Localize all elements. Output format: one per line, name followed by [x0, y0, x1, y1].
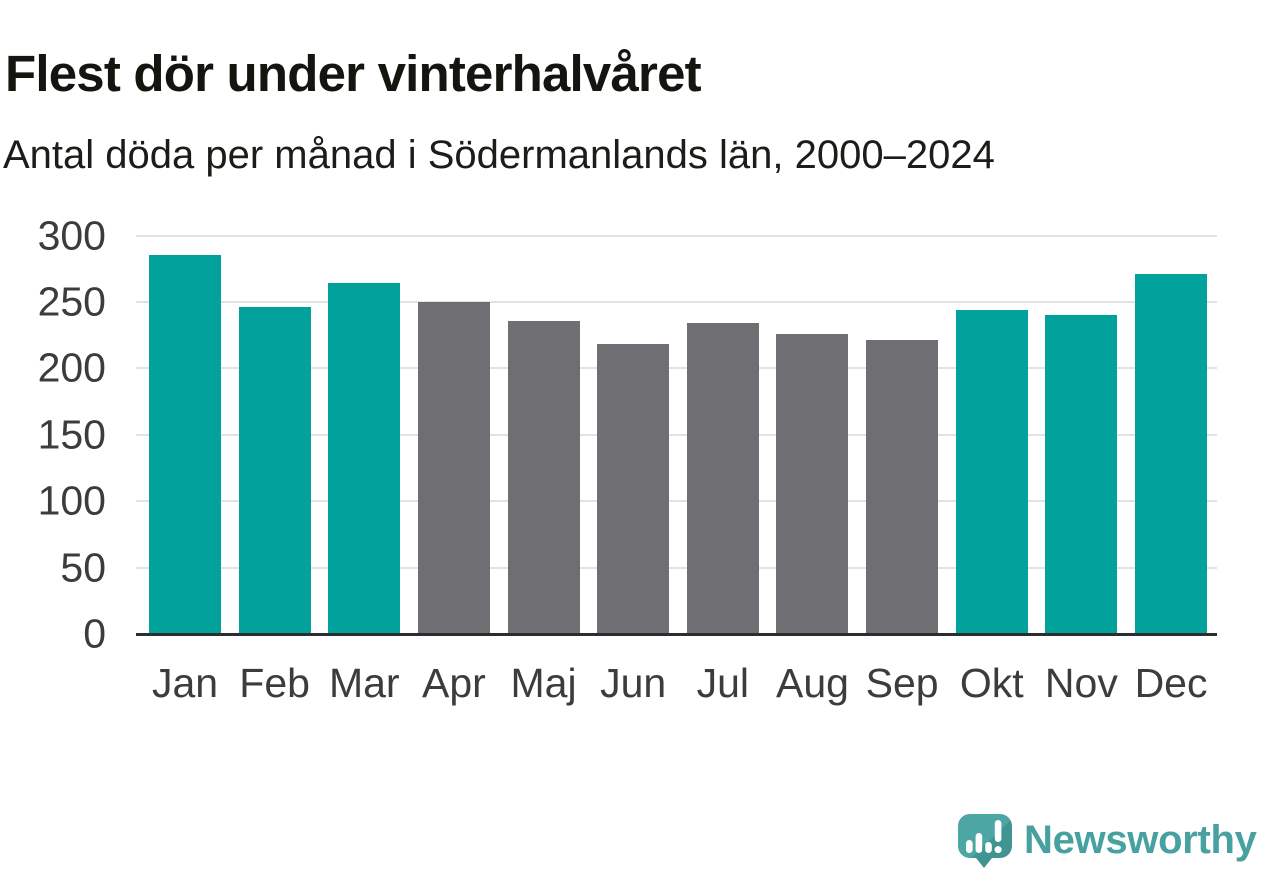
y-axis-tick-label-0: 0: [83, 610, 106, 657]
newsworthy-logo-icon: [958, 814, 1012, 868]
x-axis-label-jul: Jul: [696, 660, 750, 706]
bar-sep: [866, 340, 939, 634]
bar-jun: [597, 344, 670, 634]
bar-apr: [417, 301, 490, 634]
gridline-y-50: [136, 566, 1217, 569]
y-axis-tick-label-300: 300: [37, 212, 106, 258]
x-axis-label-mar: Mar: [328, 660, 400, 706]
bar-dec: [1135, 274, 1208, 634]
y-axis-tick-label-50: 50: [60, 544, 106, 591]
chart-subtitle: Antal döda per månad i Södermanlands län…: [3, 133, 995, 177]
newsworthy-wordmark: Newsworthy: [1024, 818, 1257, 862]
x-axis-line: [136, 633, 1217, 636]
x-axis-label-feb: Feb: [239, 660, 310, 706]
gridline-y-200: [136, 367, 1217, 370]
x-axis-label-jun: Jun: [600, 660, 667, 706]
gridline-y-100: [136, 500, 1217, 503]
bar-feb: [238, 307, 311, 634]
x-axis-label-nov: Nov: [1044, 660, 1118, 706]
x-axis-label-okt: Okt: [959, 660, 1024, 706]
y-axis-tick-label-250: 250: [37, 278, 106, 325]
gridline-y-250: [136, 300, 1217, 303]
gridline-y-150: [136, 433, 1217, 436]
bar-aug: [776, 333, 849, 634]
bar-jul: [686, 323, 759, 634]
y-axis-tick-label-200: 200: [37, 344, 106, 391]
newsworthy-branding: Newsworthy: [957, 813, 1257, 870]
gridline-y-300: [136, 234, 1217, 237]
x-axis-label-dec: Dec: [1134, 660, 1208, 706]
bar-maj: [507, 320, 580, 634]
chart-title: Flest dör under vinterhalvåret: [5, 45, 702, 103]
bar-okt: [955, 309, 1028, 634]
x-axis-label-sep: Sep: [865, 660, 939, 706]
x-axis-label-maj: Maj: [510, 660, 577, 706]
x-axis-label-apr: Apr: [422, 660, 486, 706]
x-axis-label-jan: Jan: [151, 660, 219, 706]
mini-bar-chart-glyph: [966, 820, 1002, 854]
bar-jan: [149, 255, 221, 634]
y-axis-tick-label-150: 150: [37, 411, 106, 458]
bar-nov: [1045, 315, 1118, 634]
x-axis-label-aug: Aug: [775, 660, 849, 706]
bar-mar: [328, 283, 401, 634]
y-axis-tick-label-100: 100: [37, 477, 106, 524]
